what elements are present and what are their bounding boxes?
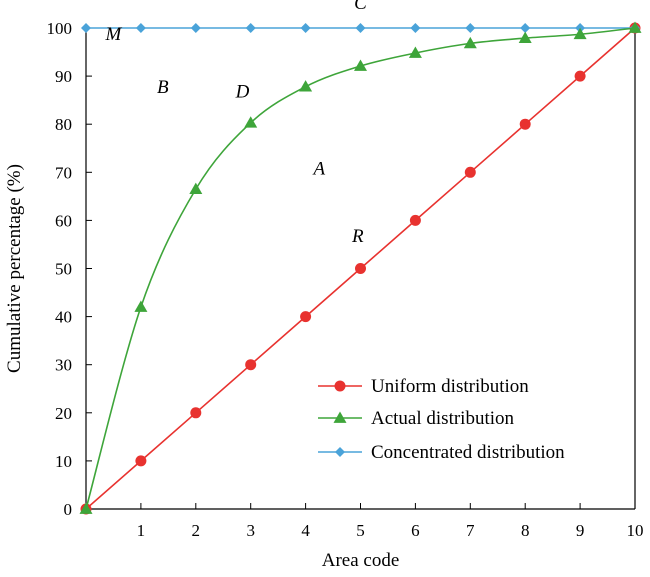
legend-item: Concentrated distribution — [318, 442, 565, 463]
y-tick-label: 0 — [64, 500, 73, 519]
annotation-label: B — [157, 77, 169, 98]
x-axis-title: Area code — [322, 550, 400, 571]
data-point — [408, 46, 422, 58]
annotation-label: A — [312, 159, 326, 180]
data-point — [409, 214, 421, 226]
y-tick-label: 60 — [55, 211, 72, 230]
legend-item: Actual distribution — [318, 408, 515, 429]
x-tick-label: 6 — [411, 521, 420, 540]
y-axis-title: Cumulative percentage (%) — [4, 164, 25, 373]
data-point — [190, 407, 202, 419]
data-point — [81, 23, 91, 33]
legend-label: Actual distribution — [371, 408, 515, 429]
x-tick-label: 10 — [627, 521, 644, 540]
x-tick-label: 7 — [466, 521, 475, 540]
annotation-label: M — [105, 24, 123, 45]
data-point — [573, 27, 587, 40]
data-point — [245, 359, 257, 371]
legend: Uniform distribution Actual distribution C… — [318, 376, 565, 463]
x-tick-label: 2 — [192, 521, 201, 540]
y-tick-label: 70 — [55, 163, 72, 182]
legend-swatch-marker — [334, 380, 346, 392]
y-tick-label: 10 — [55, 452, 72, 471]
y-tick-label: 50 — [55, 260, 72, 279]
legend-item: Uniform distribution — [318, 376, 529, 397]
series-layer — [79, 21, 642, 515]
data-point — [134, 300, 148, 312]
annotation-label: R — [351, 226, 364, 247]
data-point — [355, 23, 366, 33]
data-point — [189, 182, 203, 195]
data-point — [519, 118, 531, 130]
data-point — [520, 23, 531, 33]
data-point — [300, 23, 311, 33]
annotations: C M B D A R — [105, 0, 368, 247]
data-point — [465, 23, 476, 33]
y-tick-label: 100 — [47, 19, 73, 38]
data-point — [574, 70, 586, 82]
series-actual-distribution — [79, 21, 642, 514]
y-tick-label: 30 — [55, 356, 72, 375]
series-concentrated-distribution — [81, 23, 640, 33]
data-point — [628, 21, 642, 33]
x-tick-label: 4 — [301, 521, 310, 540]
y-tick-label: 80 — [55, 115, 72, 134]
legend-swatch-marker — [333, 411, 347, 423]
data-point — [354, 59, 367, 71]
data-point — [355, 263, 366, 274]
legend-label: Concentrated distribution — [371, 442, 565, 463]
data-point — [518, 31, 532, 43]
y-ticks: 0 10 20 30 40 50 60 70 80 90 100 — [47, 19, 92, 519]
x-tick-label: 8 — [521, 521, 530, 540]
data-point — [299, 80, 313, 92]
data-point — [190, 23, 201, 33]
data-point — [464, 166, 476, 178]
data-point — [410, 23, 421, 33]
x-tick-label: 1 — [137, 521, 146, 540]
data-point — [463, 36, 477, 49]
y-tick-label: 90 — [55, 67, 72, 86]
data-point — [135, 23, 146, 33]
x-tick-label: 5 — [356, 521, 365, 540]
data-point — [79, 502, 93, 514]
data-point — [244, 116, 258, 128]
annotation-label: C — [354, 0, 367, 14]
data-point — [135, 455, 147, 467]
series-uniform-distribution — [80, 22, 641, 515]
data-point — [300, 311, 312, 323]
legend-label: Uniform distribution — [371, 376, 529, 397]
x-tick-label: 9 — [576, 521, 585, 540]
x-ticks: 1 2 3 4 5 6 7 8 9 10 — [137, 503, 644, 540]
y-tick-label: 20 — [55, 404, 72, 423]
annotation-label: D — [235, 82, 250, 103]
x-tick-label: 3 — [246, 521, 255, 540]
y-tick-label: 40 — [55, 308, 72, 327]
legend-swatch-marker — [335, 447, 345, 457]
data-point — [245, 23, 256, 33]
